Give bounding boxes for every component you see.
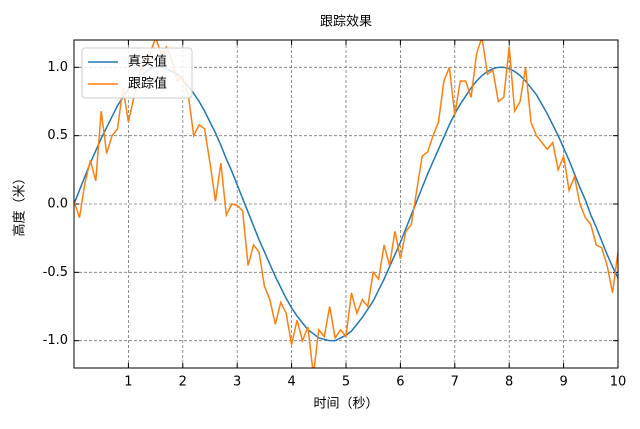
x-tick-label: 9 [559,375,567,390]
x-tick-label: 4 [287,375,295,390]
chart-title: 跟踪效果 [320,15,372,30]
x-tick-label: 8 [505,375,513,390]
x-tick-label: 5 [342,375,350,390]
x-axis-label: 时间（秒） [313,397,378,412]
y-tick-label: 0.0 [47,197,68,212]
y-tick-label: 1.0 [47,60,68,75]
x-tick-label: 10 [610,375,627,390]
x-tick-label: 2 [179,375,187,390]
y-axis-label: 高度（米） [12,171,28,236]
plot-frame [73,39,619,369]
x-tick-label: 1 [124,375,132,390]
y-tick-label: 0.5 [47,128,68,143]
x-tick-label: 3 [233,375,241,390]
y-tick-label: -1.0 [43,333,68,348]
legend-label: 跟踪值 [128,76,167,92]
x-tick-label: 7 [451,375,459,390]
legend-box [81,47,193,99]
x-tick-label: 6 [396,375,404,390]
legend-label: 真实值 [128,54,167,70]
y-tick-label: -0.5 [43,265,68,280]
